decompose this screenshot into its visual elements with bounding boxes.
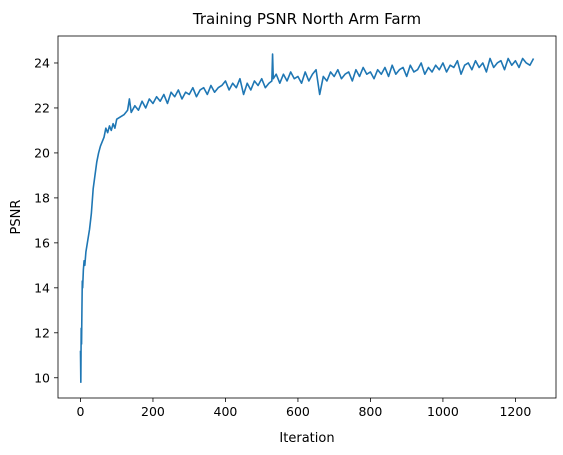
chart-title: Training PSNR North Arm Farm <box>192 10 421 28</box>
x-tick-label: 200 <box>141 404 165 419</box>
series-line-0 <box>79 53 535 384</box>
x-tick-label: 600 <box>286 404 310 419</box>
x-tick-label: 0 <box>76 404 84 419</box>
x-tick-label: 1200 <box>499 404 531 419</box>
x-tick-label: 1000 <box>427 404 459 419</box>
y-tick-label: 20 <box>34 145 50 160</box>
x-tick-label: 800 <box>358 404 382 419</box>
y-tick-label: 22 <box>34 100 50 115</box>
y-axis-label: PSNR <box>9 200 24 235</box>
y-tick-label: 18 <box>34 190 50 205</box>
y-tick-label: 12 <box>34 325 50 340</box>
plot-area <box>79 53 535 384</box>
axes-frame <box>57 35 557 399</box>
y-tick-label: 10 <box>34 370 50 385</box>
y-tick-label: 24 <box>34 55 50 70</box>
y-tick-label: 16 <box>34 235 50 250</box>
y-tick-label: 14 <box>34 280 50 295</box>
x-axis-label: Iteration <box>279 431 334 446</box>
x-axis: 0 200 400 600 800 1000 1200 <box>76 398 531 419</box>
y-axis: 10 12 14 16 18 20 22 24 <box>34 55 58 385</box>
x-tick-label: 400 <box>214 404 238 419</box>
